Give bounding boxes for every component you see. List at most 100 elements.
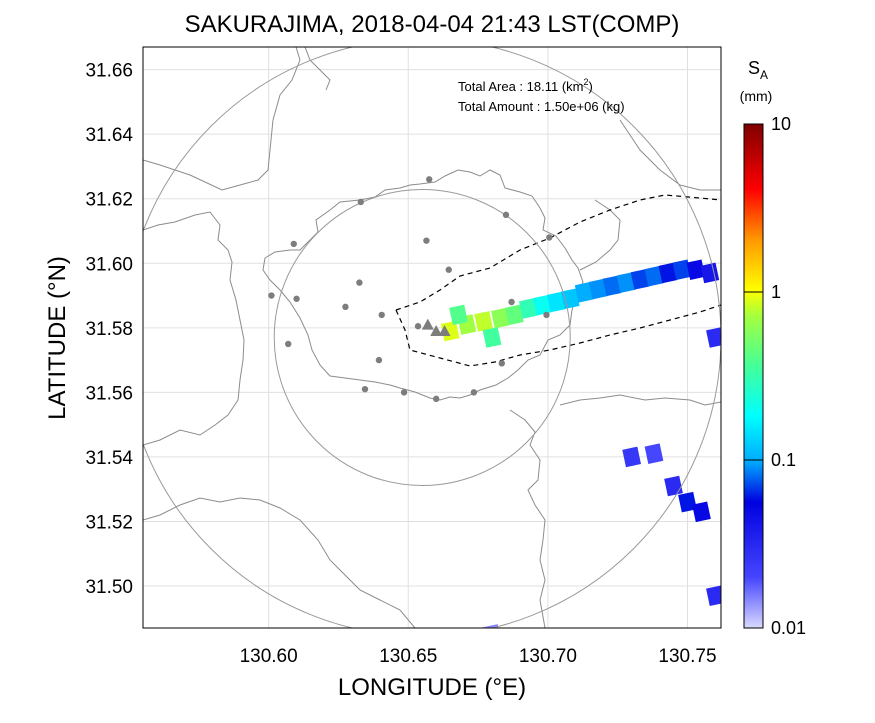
vent-marker xyxy=(430,325,443,337)
station-marker xyxy=(378,311,385,319)
y-tick-label: 31.60 xyxy=(85,254,133,275)
ash-deposit-cell xyxy=(546,291,566,313)
ash-deposit-cell xyxy=(440,320,460,342)
x-tick-label: 130.65 xyxy=(379,646,437,667)
y-tick-label: 31.56 xyxy=(85,383,133,404)
ash-deposit-cell xyxy=(706,585,721,607)
colorbar-label: SA xyxy=(748,58,768,82)
x-tick-label: 130.75 xyxy=(658,646,716,667)
ash-deposit-cell xyxy=(505,304,524,326)
coastline-right-edge xyxy=(619,119,721,191)
vent-marker xyxy=(438,325,451,337)
ash-deposit-cell xyxy=(622,446,642,468)
plot-background xyxy=(143,47,721,628)
ash-deposit-cell xyxy=(686,259,706,280)
y-tick-label: 31.58 xyxy=(85,319,133,340)
total-summary-annotation: Total Area : 18.11 (km2) Total Amount : … xyxy=(458,77,625,114)
axis-ticks: 130.60 130.65 130.70 130.75 31.66 31.64 31.62 3… xyxy=(85,61,716,667)
station-marker xyxy=(400,389,408,396)
plot-frame xyxy=(142,46,722,629)
station-marker xyxy=(293,295,300,302)
y-tick-label: 31.54 xyxy=(85,448,133,469)
ash-deposit-cell xyxy=(560,288,580,310)
ash-deposit-cell xyxy=(672,259,692,280)
ash-deposit-cell xyxy=(491,307,510,329)
colorbar-tick-label: 1 xyxy=(771,282,781,302)
total-area-sup: 2 xyxy=(584,77,589,87)
x-tick-label: 130.70 xyxy=(519,646,577,667)
colorbar-unit: (mm) xyxy=(740,88,773,104)
station-marker xyxy=(357,198,364,206)
station-marker xyxy=(508,298,515,306)
plot-area: 130.60 130.65 130.70 130.75 31.66 31.64 31.62 3… xyxy=(85,46,722,667)
station-marker xyxy=(414,323,422,330)
station-marker xyxy=(290,240,297,248)
colorbar-label-sub: A xyxy=(760,68,768,82)
ash-deposit-cell xyxy=(602,275,622,297)
ash-deposit-cell xyxy=(616,272,636,293)
colorbar-tick-label: 0.01 xyxy=(771,618,806,638)
ash-deposit-cell xyxy=(518,298,538,319)
station-marker xyxy=(361,385,369,393)
ash-deposit-cell xyxy=(532,294,552,316)
station-marker xyxy=(445,266,452,273)
colorbar: SA (mm) 10 1 0.1 0.01 xyxy=(740,58,806,638)
ash-deposit-cell xyxy=(644,265,664,287)
y-tick-label: 31.64 xyxy=(85,125,133,146)
colorbar-ticks: 10 1 0.1 0.01 xyxy=(744,114,806,638)
station-marker xyxy=(375,356,383,364)
volcano-vents xyxy=(421,318,451,337)
osumi-coastline xyxy=(559,394,721,406)
mainland-coastline-north xyxy=(143,47,301,191)
station-marker xyxy=(356,279,363,286)
ash-deposit-cell xyxy=(474,311,494,332)
ash-deposit-cell xyxy=(644,443,664,464)
ash-deposit-cells xyxy=(440,259,721,628)
mainland-coastline-west xyxy=(143,211,245,446)
ash-deposit-cell xyxy=(574,282,594,303)
station-marker xyxy=(342,303,349,311)
station-marker xyxy=(268,292,275,299)
y-tick-label: 31.66 xyxy=(85,61,133,82)
observation-stations xyxy=(268,176,553,403)
ash-deposit-cell xyxy=(692,501,711,523)
y-axis-label: LATITUDE (°N) xyxy=(44,256,71,420)
colorbar-tick-label: 10 xyxy=(771,114,791,134)
mainland-coastline-south xyxy=(143,497,416,628)
ash-deposit-cell xyxy=(678,491,697,513)
ash-deposit-cell xyxy=(700,262,720,284)
colorbar-tick-label: 0.1 xyxy=(771,450,796,470)
radar-range-rings xyxy=(143,47,721,628)
station-marker xyxy=(502,211,510,219)
x-axis-label: LONGITUDE (°E) xyxy=(338,674,526,701)
y-tick-label: 31.50 xyxy=(85,577,133,598)
ash-deposit-cell xyxy=(630,269,650,290)
y-tick-label: 31.52 xyxy=(85,512,133,533)
colorbar-label-main: S xyxy=(748,58,760,78)
radar-range-ring xyxy=(273,189,571,486)
ash-deposit-cell xyxy=(658,262,678,284)
station-marker xyxy=(546,234,553,241)
total-amount-text: Total Amount : 1.50e+06 (kg) xyxy=(458,99,625,114)
kinko-bay-shore-north xyxy=(304,47,331,91)
ash-deposit-cell xyxy=(449,304,468,326)
total-area-tail: ) xyxy=(589,79,593,94)
y-tick-label: 31.62 xyxy=(85,190,133,211)
colorbar-gradient xyxy=(743,123,764,629)
sakurajima-coastline xyxy=(262,169,584,401)
total-area-text: Total Area : 18.11 (km2) xyxy=(458,77,593,94)
station-marker xyxy=(470,389,478,396)
total-area-label: Total Area : 18.11 (km xyxy=(458,79,584,94)
station-marker xyxy=(284,340,292,348)
ash-deposit-cell xyxy=(482,327,502,348)
ash-deposit-cell xyxy=(706,327,721,348)
station-marker xyxy=(432,395,440,403)
vent-marker xyxy=(421,318,434,330)
station-marker xyxy=(498,360,506,367)
station-marker xyxy=(543,311,550,319)
x-tick-label: 130.60 xyxy=(240,646,298,667)
station-marker xyxy=(423,237,430,244)
station-marker xyxy=(426,176,433,183)
ash-deposit-cell xyxy=(588,278,608,300)
